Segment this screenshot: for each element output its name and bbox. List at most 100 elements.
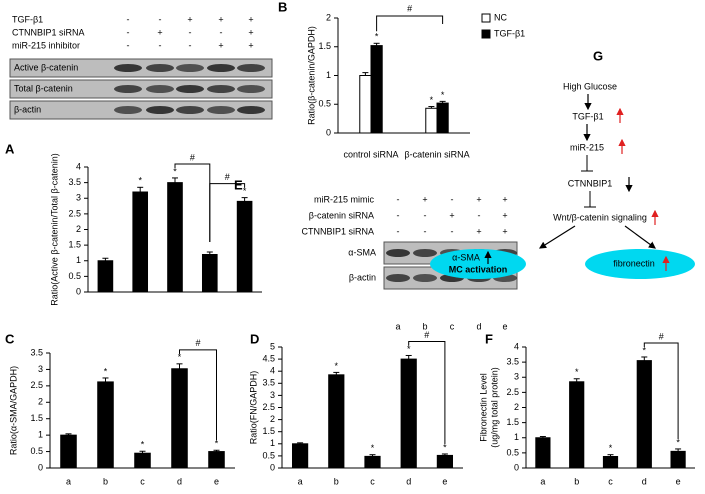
y-tick-label: 3.5 — [506, 357, 519, 367]
significance-marker: * — [215, 439, 219, 449]
significance-marker: * — [104, 366, 108, 376]
diagram-node: miR-215 — [570, 142, 604, 152]
x-tick-label: c — [140, 476, 145, 486]
x-tick-label: b — [103, 476, 108, 486]
bracket — [209, 183, 246, 242]
y-tick-label: 0 — [38, 462, 43, 472]
y-tick-label: 4 — [270, 366, 275, 376]
y-tick-label: 3 — [76, 193, 81, 203]
panel-label: B — [278, 0, 287, 14]
y-tick-label: 0 — [514, 462, 519, 472]
bracket-label: # — [190, 152, 195, 162]
y-axis-label: (ug/mg total protein) — [489, 367, 499, 448]
blot-band — [146, 64, 174, 72]
bar — [636, 360, 652, 469]
condition-mark: - — [127, 14, 130, 24]
blot-band — [413, 274, 437, 282]
x-tick-label: b — [334, 476, 339, 486]
legend-label: TGF-β1 — [494, 28, 525, 38]
panel-label: F — [485, 331, 493, 346]
y-tick-label: 3.5 — [262, 378, 275, 388]
y-axis-label: Ratio(α-SMA/GAPDH) — [8, 366, 18, 455]
condition-mark: - — [424, 210, 427, 220]
bar — [291, 443, 309, 469]
outcome-ellipse — [430, 249, 526, 279]
bar — [134, 452, 151, 469]
y-tick-label: 2.5 — [68, 208, 81, 218]
y-axis-label: Ratio(β-catenin/GAPDH) — [306, 26, 316, 125]
significance-marker: * — [138, 176, 142, 186]
blot-band — [386, 249, 410, 257]
significance-marker: * — [173, 166, 177, 176]
y-tick-label: 2.5 — [30, 380, 43, 390]
condition-mark: + — [476, 226, 481, 236]
significance-marker: * — [375, 32, 379, 42]
condition-mark: + — [248, 40, 253, 50]
bar — [201, 254, 218, 293]
x-tick-label: b — [574, 476, 579, 486]
x-tick-label: a — [298, 476, 303, 486]
y-tick-label: 2 — [38, 397, 43, 407]
bracket-label: # — [407, 3, 412, 13]
bar — [602, 456, 619, 469]
blot-band — [176, 64, 204, 72]
panel-label: A — [5, 141, 15, 156]
y-tick-label: 5 — [270, 341, 275, 351]
legend-swatch — [481, 29, 491, 39]
y-tick-label: 3 — [270, 390, 275, 400]
blot-band — [176, 85, 204, 93]
significance-marker: * — [141, 440, 145, 450]
condition-mark: - — [451, 226, 454, 236]
bar — [670, 450, 686, 469]
y-tick-label: 0 — [270, 462, 275, 472]
condition-mark: + — [476, 194, 481, 204]
y-tick-label: 0.5 — [262, 450, 275, 460]
significance-marker: * — [676, 437, 680, 447]
significance-marker: * — [643, 345, 647, 355]
significance-marker: * — [609, 443, 613, 453]
y-tick-label: 1.5 — [506, 417, 519, 427]
significance-marker: * — [407, 344, 411, 354]
bracket-label: # — [659, 331, 664, 341]
x-tick-label: d — [177, 476, 182, 486]
band-label: α-SMA — [348, 247, 376, 257]
blot-band — [237, 64, 265, 72]
band-label: Active β-catenin — [14, 62, 78, 72]
y-tick-label: 1.5 — [68, 240, 81, 250]
y-tick-label: 2 — [514, 402, 519, 412]
condition-mark: - — [220, 27, 223, 37]
lane-label: c — [450, 321, 455, 331]
y-tick-label: 1 — [514, 432, 519, 442]
outcome-label: fibronectin — [613, 258, 655, 268]
y-tick-label: 2 — [270, 414, 275, 424]
band-label: β-actin — [349, 272, 376, 282]
condition-mark: + — [157, 27, 162, 37]
condition-label: CTNNBIP1 siRNA — [12, 27, 85, 37]
bar — [370, 45, 383, 134]
lane-label: e — [502, 321, 507, 331]
blot-band — [114, 64, 142, 72]
condition-mark: + — [449, 210, 454, 220]
y-tick-label: 4 — [76, 161, 81, 171]
diagram-node: CTNNBIP1 — [568, 178, 613, 188]
blot-band — [114, 106, 142, 114]
condition-mark: - — [159, 40, 162, 50]
arrow — [538, 225, 576, 249]
condition-mark: - — [397, 194, 400, 204]
lane-label: b — [422, 321, 427, 331]
x-tick-label: e — [442, 476, 447, 486]
y-tick-label: 1 — [76, 255, 81, 265]
arrow — [624, 225, 656, 249]
blot-band — [237, 106, 265, 114]
x-tick-label: control siRNA — [343, 149, 398, 159]
band-label: β-actin — [14, 104, 41, 114]
y-tick-label: 1 — [270, 438, 275, 448]
bar — [436, 454, 454, 469]
condition-mark: - — [397, 226, 400, 236]
condition-mark: - — [127, 27, 130, 37]
blot-band — [237, 85, 265, 93]
y-tick-label: 0.5 — [318, 99, 331, 109]
bar — [208, 451, 225, 469]
bar — [359, 75, 372, 134]
